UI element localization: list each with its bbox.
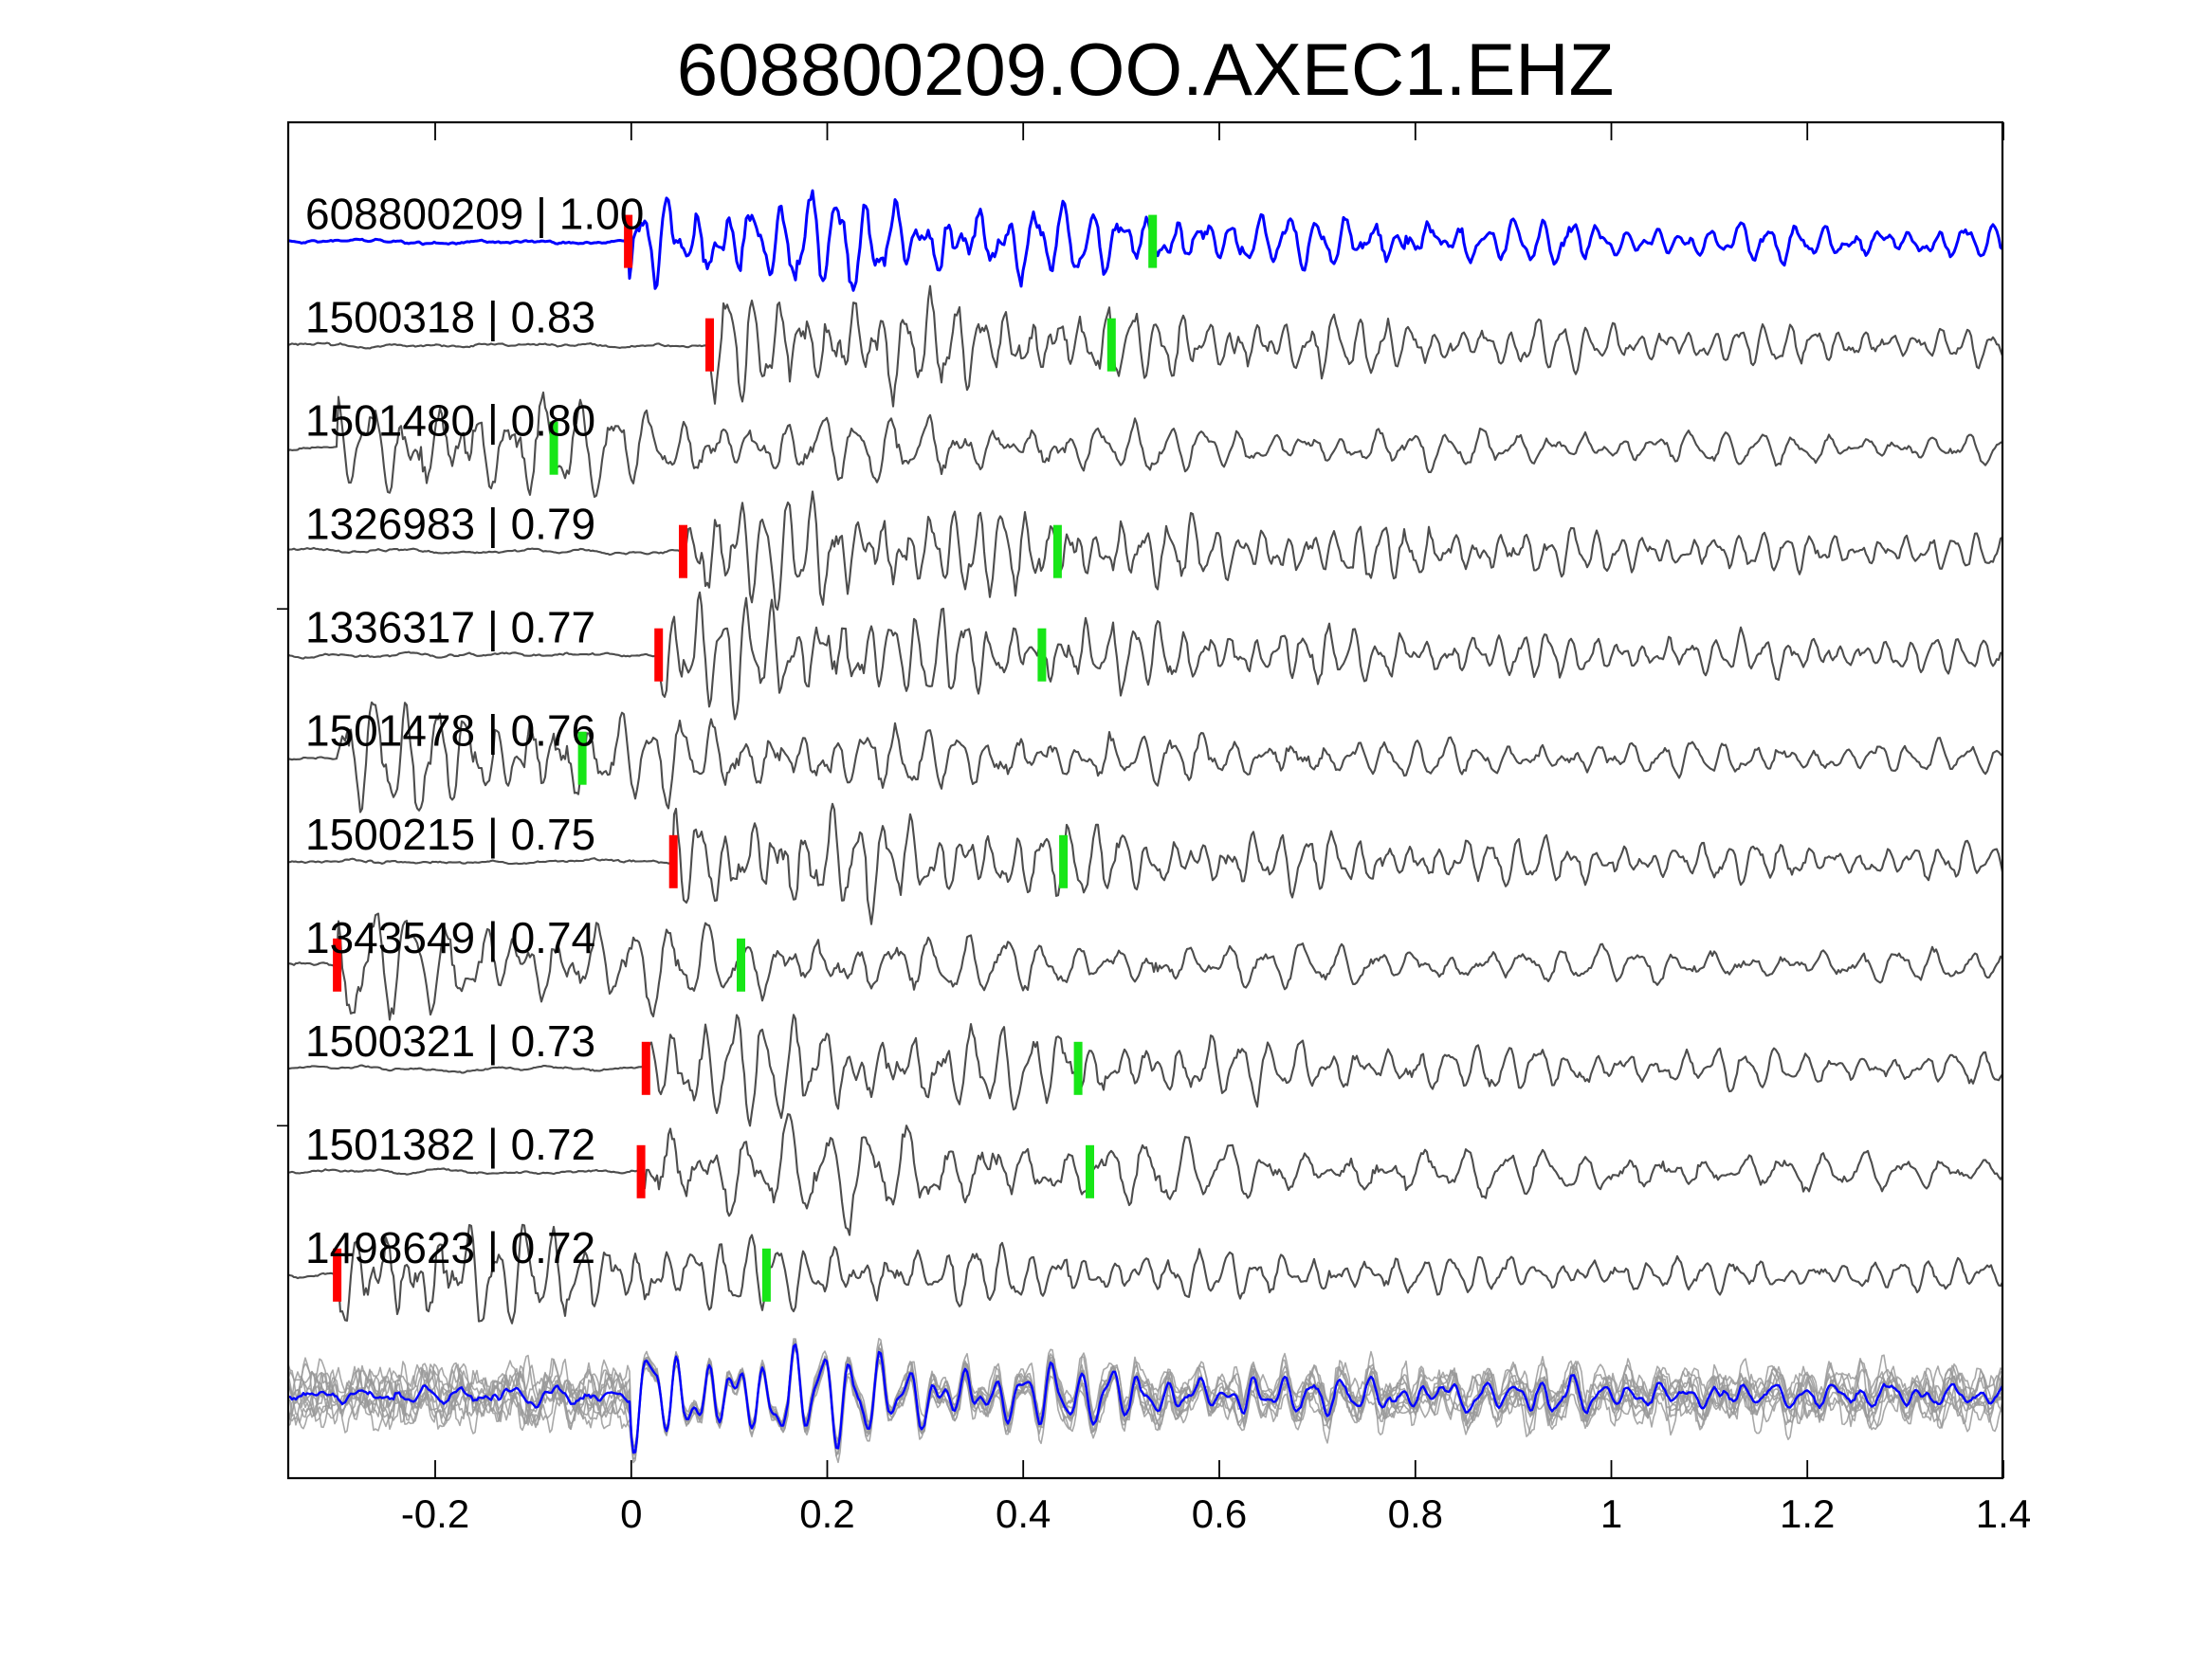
svg-text:1.4: 1.4 xyxy=(1976,1491,2031,1536)
svg-text:1326983 | 0.79: 1326983 | 0.79 xyxy=(305,500,595,549)
svg-text:1501478 | 0.76: 1501478 | 0.76 xyxy=(305,706,595,756)
svg-text:608800209.OO.AXEC1.EHZ: 608800209.OO.AXEC1.EHZ xyxy=(677,27,1615,111)
svg-text:-0.2: -0.2 xyxy=(401,1491,469,1536)
svg-text:608800209 | 1.00: 608800209 | 1.00 xyxy=(305,190,644,239)
svg-text:1343549 | 0.74: 1343549 | 0.74 xyxy=(305,913,595,962)
svg-text:0.2: 0.2 xyxy=(799,1491,854,1536)
svg-text:1501382 | 0.72: 1501382 | 0.72 xyxy=(305,1120,595,1169)
svg-text:0.8: 0.8 xyxy=(1388,1491,1443,1536)
svg-text:1500318 | 0.83: 1500318 | 0.83 xyxy=(305,293,595,342)
svg-text:0.6: 0.6 xyxy=(1192,1491,1247,1536)
svg-text:1501480 | 0.80: 1501480 | 0.80 xyxy=(305,396,595,446)
svg-text:1336317 | 0.77: 1336317 | 0.77 xyxy=(305,603,595,652)
svg-text:1.2: 1.2 xyxy=(1780,1491,1835,1536)
svg-text:0: 0 xyxy=(620,1491,642,1536)
svg-text:0.4: 0.4 xyxy=(996,1491,1051,1536)
svg-text:1500215 | 0.75: 1500215 | 0.75 xyxy=(305,810,595,859)
svg-text:1498623 | 0.72: 1498623 | 0.72 xyxy=(305,1223,595,1272)
svg-text:1: 1 xyxy=(1600,1491,1622,1536)
svg-text:1500321 | 0.73: 1500321 | 0.73 xyxy=(305,1016,595,1066)
